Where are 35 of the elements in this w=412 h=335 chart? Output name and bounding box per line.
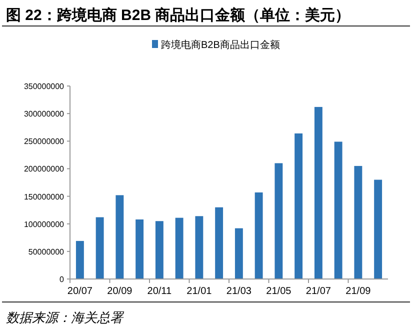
bar xyxy=(76,240,84,279)
x-tick-label: 20/11 xyxy=(147,286,172,297)
x-tick-label: 21/03 xyxy=(226,286,252,297)
y-tick-label: 200000000 xyxy=(24,164,65,174)
source-note: 数据来源：海关总署 xyxy=(6,310,125,325)
x-tick-label: 20/07 xyxy=(67,286,93,297)
bar xyxy=(314,106,322,279)
bar xyxy=(234,228,243,279)
bar xyxy=(136,219,144,279)
y-tick-label: 350000000 xyxy=(24,82,65,91)
x-tick-label: 20/09 xyxy=(107,286,133,297)
y-tick-label: 300000000 xyxy=(24,110,65,119)
bar xyxy=(155,221,164,279)
bar xyxy=(175,218,184,279)
x-tick-label: 21/09 xyxy=(346,286,372,297)
y-tick-label: 150000000 xyxy=(24,192,65,202)
bar xyxy=(334,142,342,279)
y-tick-label: 100000000 xyxy=(24,220,65,229)
x-tick-label: 21/07 xyxy=(306,286,332,297)
bar xyxy=(354,166,362,279)
y-tick-label: 0 xyxy=(60,275,65,284)
bar xyxy=(294,133,303,279)
bar xyxy=(195,216,204,279)
legend-label: 跨境电商B2B商品出口金额 xyxy=(161,39,280,51)
bar xyxy=(96,217,104,279)
chart-title: 图 22：跨境电商 B2B 商品出口金额（单位：美元） xyxy=(6,6,350,24)
bar xyxy=(254,192,263,279)
x-tick-label: 21/01 xyxy=(186,286,212,297)
y-tick-label: 50000000 xyxy=(28,247,65,256)
bar xyxy=(116,195,124,279)
bar xyxy=(274,163,283,279)
y-tick-label: 250000000 xyxy=(24,137,65,146)
x-tick-label: 21/05 xyxy=(266,286,292,297)
bar xyxy=(374,180,382,279)
bar xyxy=(215,207,224,279)
